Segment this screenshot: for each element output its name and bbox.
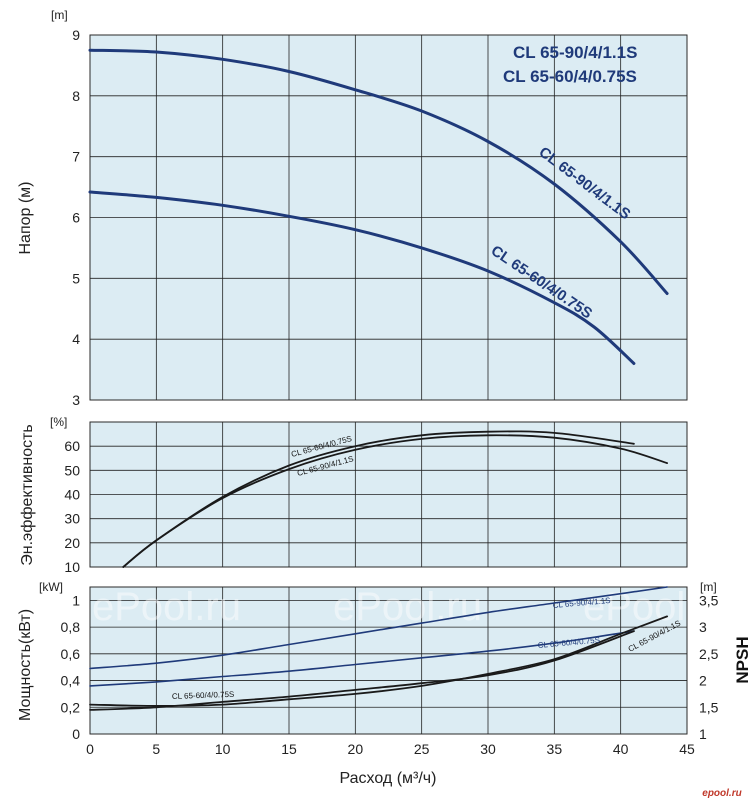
npsh-tick-label-0: 1 (699, 726, 707, 742)
brand-mark: epool.ru (702, 788, 741, 799)
head-curve-cl-65-60-4-0-75s (88, 190, 636, 365)
npsh-axis-label: NPSH (733, 636, 752, 683)
y-tick-label-2-3: 0,6 (61, 646, 81, 662)
y-tick-label-0-2: 5 (72, 270, 80, 286)
npsh-unit-label: [m] (700, 580, 717, 594)
watermark-1: ePool.ru (92, 585, 241, 629)
curve-layer (88, 48, 669, 711)
x-tick-label-7: 35 (547, 741, 563, 757)
y-tick-label-1-5: 60 (64, 438, 80, 454)
x-tick-label-9: 45 (679, 741, 695, 757)
x-tick-label-0: 0 (86, 741, 94, 757)
y-tick-label-1-0: 10 (64, 559, 80, 575)
head-axis-label: Напор (м) (17, 181, 34, 254)
y-tick-label-0-6: 9 (72, 27, 80, 43)
legend-entry-2: CL 65-60/4/0.75S (503, 67, 637, 86)
x-tick-label-8: 40 (613, 741, 629, 757)
power-unit-label: [kW] (39, 580, 63, 594)
y-tick-label-2-1: 0,2 (61, 699, 81, 715)
y-tick-label-2-5: 1 (72, 592, 80, 608)
y-tick-label-0-0: 3 (72, 392, 80, 408)
x-tick-label-1: 5 (152, 741, 160, 757)
y-tick-label-2-4: 0,8 (61, 619, 81, 635)
tick-labels: 345678910203040506000,20,40,60,8111,522,… (61, 27, 719, 757)
y-tick-label-1-2: 30 (64, 511, 80, 527)
efficiency-unit-label: [%] (50, 415, 67, 429)
npsh-tick-label-5: 3,5 (699, 592, 719, 608)
curve-label-npsh-60: CL 65-60/4/0.75S (172, 690, 235, 701)
y-tick-label-1-4: 50 (64, 462, 80, 478)
y-tick-label-1-1: 20 (64, 535, 80, 551)
npsh-tick-label-4: 3 (699, 619, 707, 635)
power-axis-label: Мощность(кВт) (17, 609, 34, 721)
x-tick-label-3: 15 (281, 741, 297, 757)
watermark-3: ePool.ru (583, 585, 732, 629)
npsh-tick-label-2: 2 (699, 673, 707, 689)
y-tick-label-0-4: 7 (72, 149, 80, 165)
npsh-tick-label-1: 1,5 (699, 699, 719, 715)
x-tick-label-6: 30 (480, 741, 496, 757)
x-tick-label-5: 25 (414, 741, 430, 757)
flow-axis-label: Расход (м³/ч) (340, 770, 437, 787)
efficiency-curve-cl-65-90-4-1-1s (122, 434, 668, 568)
npsh-tick-label-3: 2,5 (699, 646, 719, 662)
power_npsh-curve-power-cl-65-60-4-0-75s (89, 630, 635, 687)
x-tick-label-2: 10 (215, 741, 231, 757)
y-tick-label-2-0: 0 (72, 726, 80, 742)
watermark-0: u (0, 585, 20, 629)
watermark-layer: u ePool.ru ePool.ru ePool.ru (0, 585, 732, 629)
legend-entry-1: CL 65-90/4/1.1S (513, 43, 637, 62)
watermark-2: ePool.ru (333, 585, 482, 629)
y-tick-label-0-3: 6 (72, 210, 80, 226)
head-unit-label: [m] (51, 8, 68, 22)
y-tick-label-2-2: 0,4 (61, 673, 81, 689)
grid-lines (90, 35, 687, 734)
efficiency-axis-label: Эн.эффективность (19, 424, 36, 566)
head-curve-cl-65-90-4-1-1s (88, 48, 669, 295)
power_npsh-curve-power-cl-65-90-4-1-1s (89, 586, 668, 670)
y-tick-label-0-1: 4 (72, 331, 80, 347)
y-tick-label-1-3: 40 (64, 487, 80, 503)
x-tick-label-4: 20 (348, 741, 364, 757)
y-tick-label-0-5: 8 (72, 88, 80, 104)
power_npsh-curve-npsh-cl-65-90-4-1-1s (89, 615, 668, 707)
